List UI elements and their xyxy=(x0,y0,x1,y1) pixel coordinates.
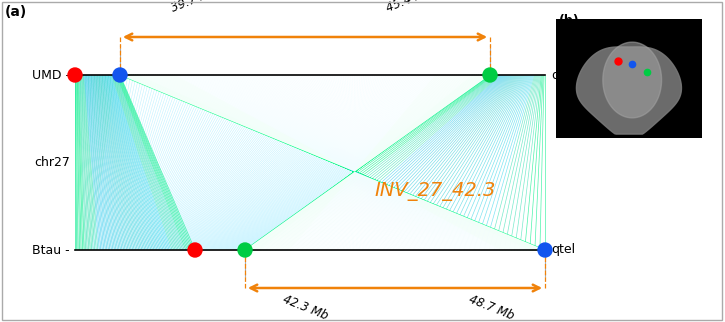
Text: UMD -: UMD - xyxy=(32,69,70,81)
Text: Btau -: Btau - xyxy=(33,243,70,257)
Text: chr27: chr27 xyxy=(34,156,70,169)
Circle shape xyxy=(113,68,127,82)
Text: (a): (a) xyxy=(5,5,28,19)
Circle shape xyxy=(68,68,82,82)
Bar xyxy=(555,19,703,138)
Text: 39.7 Mb: 39.7 Mb xyxy=(170,0,218,15)
Text: INV_27_42.3: INV_27_42.3 xyxy=(375,182,496,201)
Polygon shape xyxy=(245,172,545,250)
Circle shape xyxy=(238,243,252,257)
Text: qtel: qtel xyxy=(551,69,575,81)
Text: 42.3 Mb: 42.3 Mb xyxy=(281,293,330,322)
Polygon shape xyxy=(576,47,681,134)
Text: 45.4 Mb: 45.4 Mb xyxy=(384,0,433,15)
Text: (b): (b) xyxy=(559,14,579,27)
Text: 48.7 Mb: 48.7 Mb xyxy=(466,293,515,322)
Polygon shape xyxy=(603,42,661,118)
Polygon shape xyxy=(120,75,490,172)
Text: qtel: qtel xyxy=(551,243,575,257)
Circle shape xyxy=(188,243,202,257)
Circle shape xyxy=(538,243,552,257)
Circle shape xyxy=(483,68,497,82)
